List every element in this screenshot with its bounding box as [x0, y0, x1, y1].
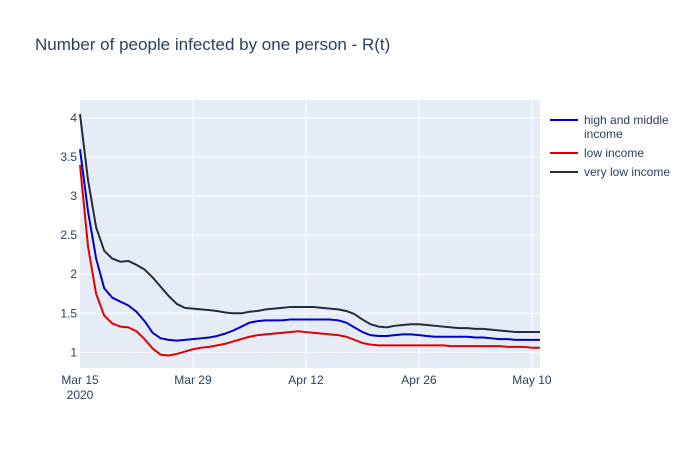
legend-label-line: low income — [584, 146, 644, 160]
chart-title: Number of people infected by one person … — [35, 35, 390, 54]
x-tick-label-line: Apr 12 — [288, 373, 324, 387]
x-axis: Mar 15 2020 Mar 29 Apr 12 Apr 26 May 10 — [61, 373, 552, 402]
series-line-1 — [79, 164, 540, 357]
x-tick-label: Apr 12 — [288, 373, 324, 387]
x-tick-label: Apr 26 — [401, 373, 437, 387]
x-tick-label-line: Mar 15 — [61, 373, 99, 387]
x-tick-label-line: May 10 — [512, 373, 552, 387]
y-tick-label: 4 — [70, 111, 77, 125]
x-tick-label: Mar 15 2020 — [61, 373, 99, 402]
legend-label-2: very low income — [584, 165, 670, 179]
y-tick-label: 3 — [70, 189, 77, 203]
legend-label-line: income — [584, 127, 623, 141]
y-tick-label: 1.5 — [60, 306, 77, 320]
series-lines — [79, 113, 540, 357]
y-tick-label: 1 — [70, 345, 77, 359]
legend: high and middle income low income very low … — [550, 113, 670, 179]
series-line-2 — [79, 113, 540, 334]
series-line-0 — [79, 149, 540, 342]
x-tick-label-line: Mar 29 — [174, 373, 212, 387]
legend-label-line: very low income — [584, 165, 670, 179]
x-tick-label: Mar 29 — [174, 373, 212, 387]
plot-area — [80, 100, 540, 368]
legend-label-line: high and middle — [584, 113, 669, 127]
gridlines — [80, 100, 540, 368]
x-tick-label-line: Apr 26 — [401, 373, 437, 387]
legend-label-0: high and middle income — [584, 113, 669, 141]
y-tick-label: 3.5 — [60, 150, 77, 164]
y-axis: 1 1.5 2 2.5 3 3.5 4 — [60, 111, 77, 359]
x-tick-label-line: 2020 — [67, 388, 94, 402]
x-tick-label: May 10 — [512, 373, 552, 387]
legend-label-1: low income — [584, 146, 644, 160]
y-tick-label: 2 — [70, 267, 77, 281]
y-tick-label: 2.5 — [60, 228, 77, 242]
